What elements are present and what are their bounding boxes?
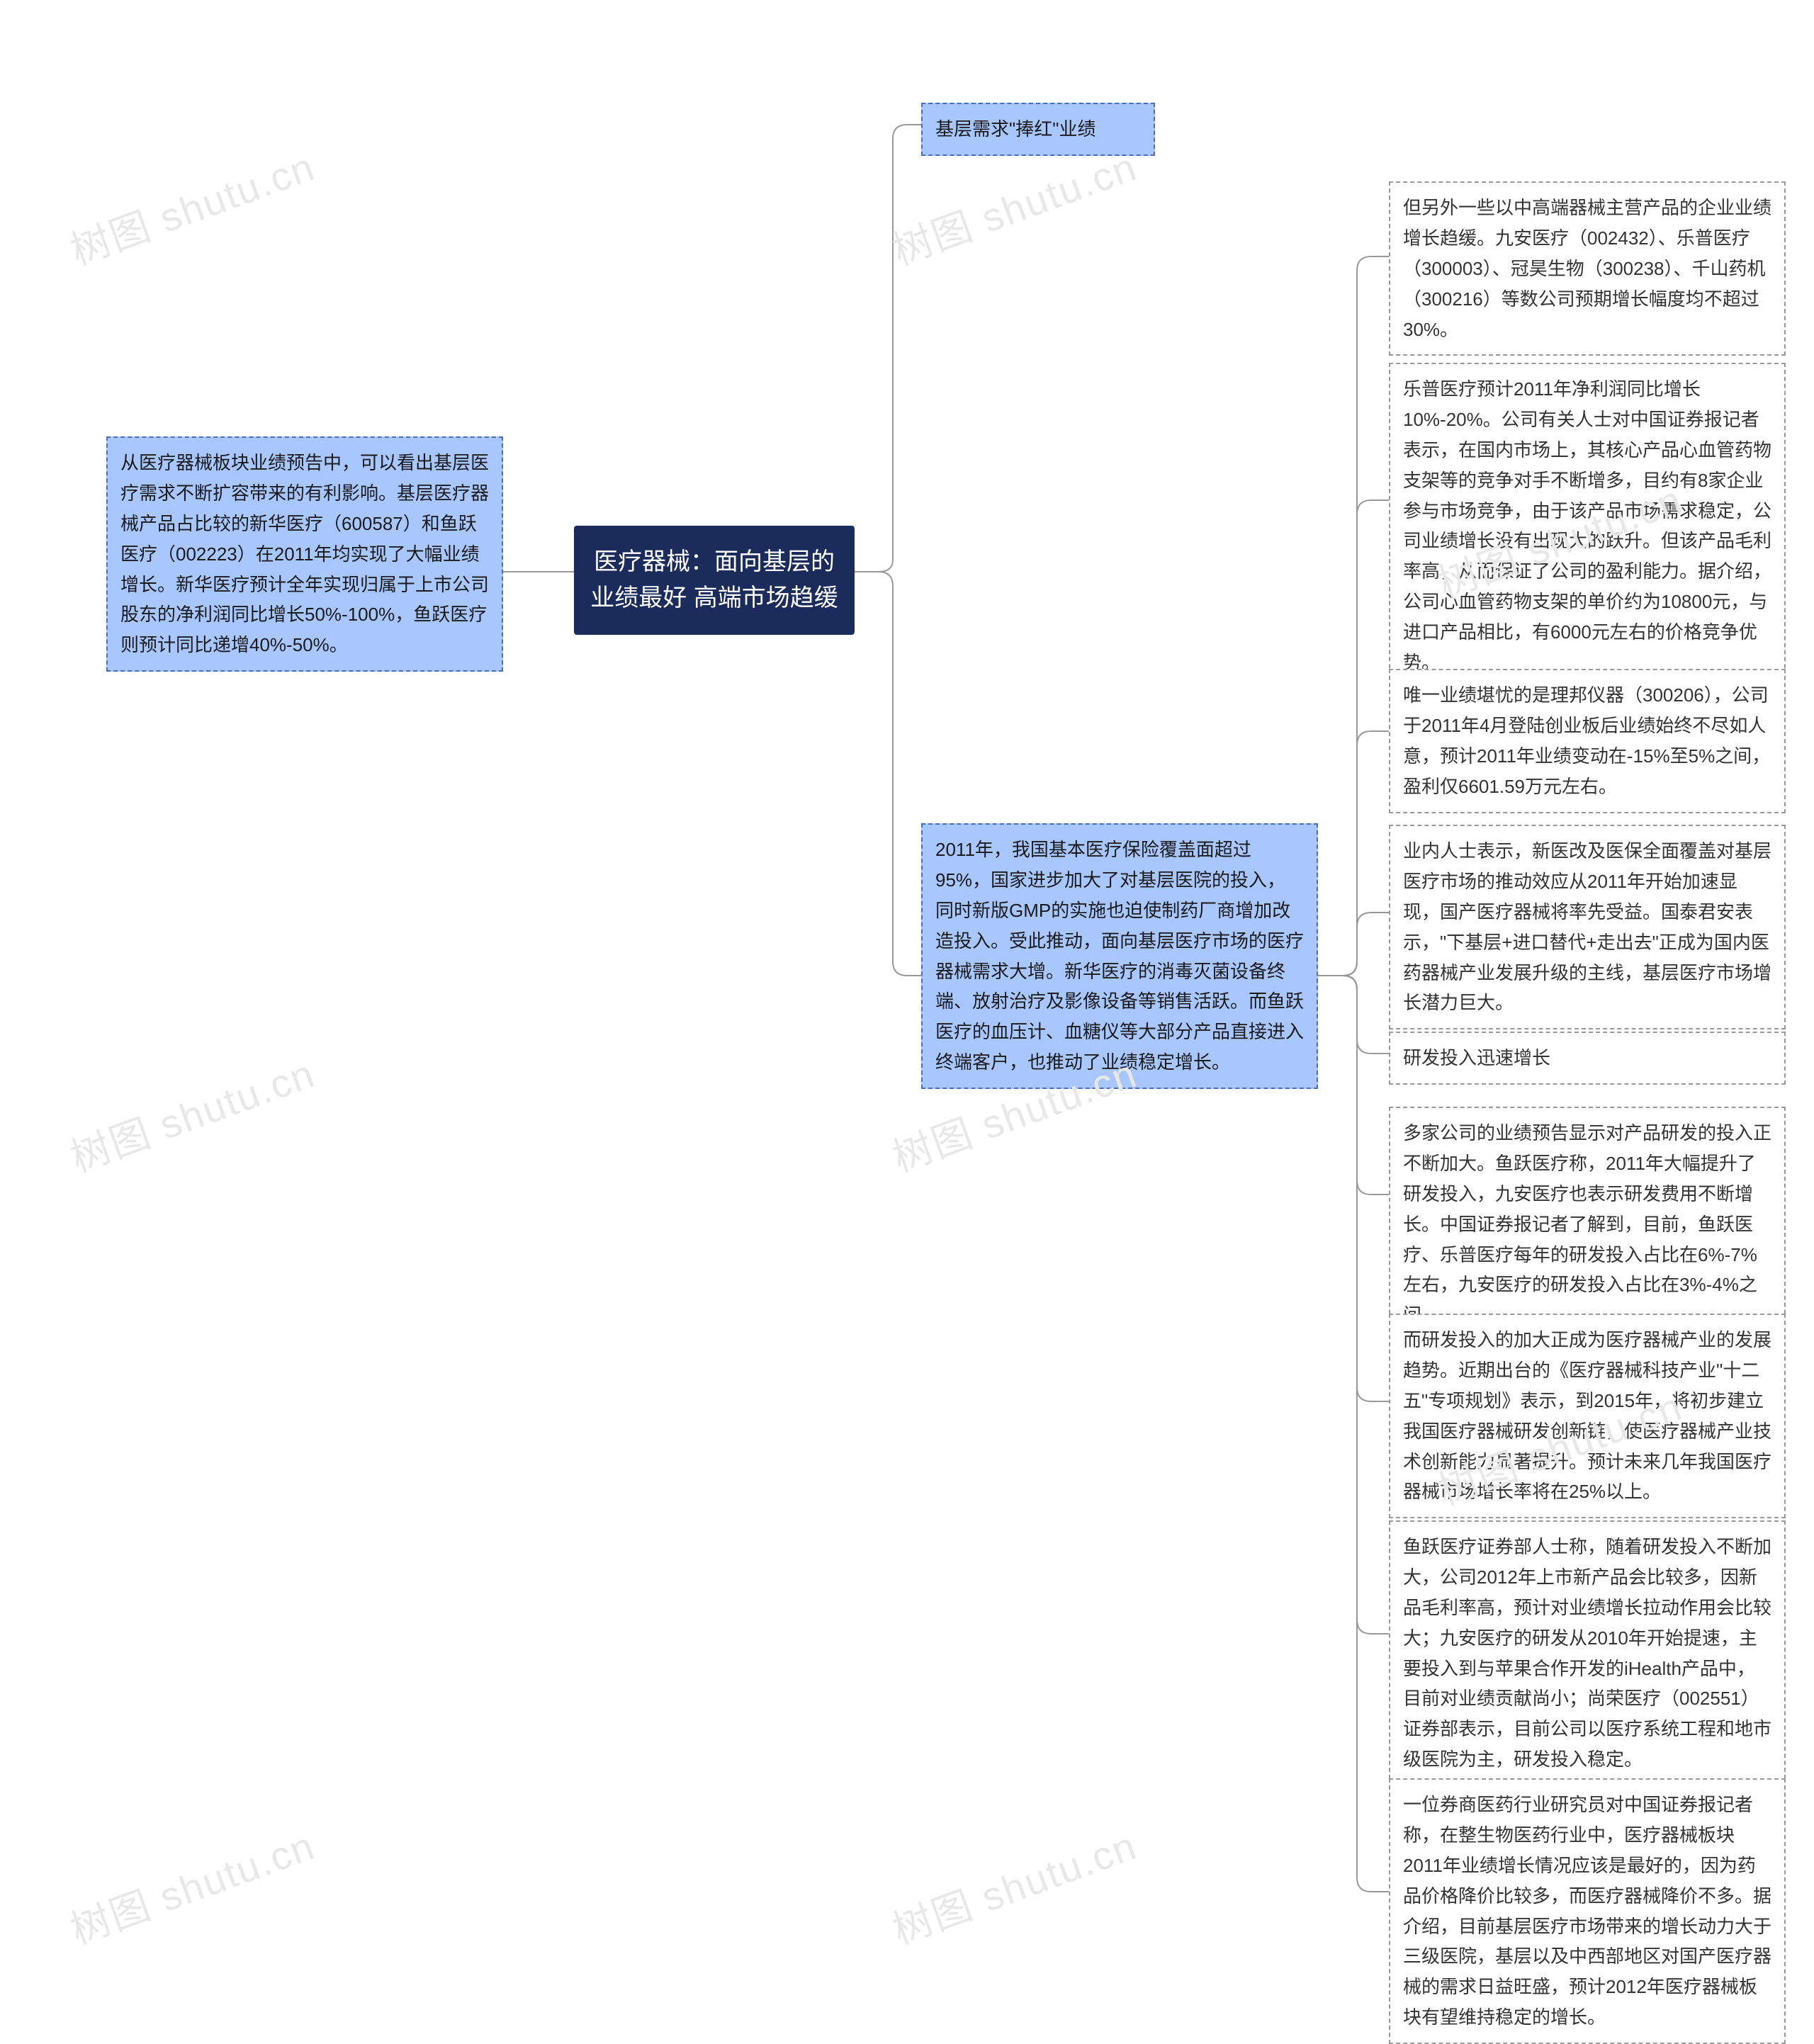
detail-node: 而研发投入的加大正成为医疗器械产业的发展趋势。近期出台的《医疗器械科技产业"十二…	[1389, 1314, 1786, 1518]
left-summary-node: 从医疗器械板块业绩预告中，可以看出基层医疗需求不断扩容带来的有利影响。基层医疗器…	[106, 436, 503, 672]
watermark: 树图 shutu.cn	[62, 1042, 322, 1184]
watermark: 树图 shutu.cn	[884, 1814, 1144, 1956]
detail-node: 一位券商医药行业研究员对中国证券报记者称，在整生物医药行业中，医疗器械板块201…	[1389, 1778, 1786, 2044]
detail-node: 业内人士表示，新医改及医保全面覆盖对基层医疗市场的推动效应从2011年开始加速显…	[1389, 825, 1786, 1029]
watermark: 树图 shutu.cn	[62, 1814, 322, 1956]
watermark: 树图 shutu.cn	[884, 135, 1144, 277]
branch-node-demand: 基层需求"捧红"业绩	[921, 103, 1155, 156]
detail-node: 鱼跃医疗证券部人士称，随着研发投入不断加大，公司2012年上市新产品会比较多，因…	[1389, 1520, 1786, 1786]
watermark: 树图 shutu.cn	[62, 135, 322, 277]
root-node: 医疗器械：面向基层的业绩最好 高端市场趋缓	[574, 526, 855, 635]
detail-node: 唯一业绩堪忧的是理邦仪器（300206），公司于2011年4月登陆创业板后业绩始…	[1389, 669, 1786, 813]
branch-node-2011: 2011年，我国基本医疗保险覆盖面超过95%，国家进步加大了对基层医院的投入，同…	[921, 823, 1318, 1089]
detail-node: 多家公司的业绩预告显示对产品研发的投入正不断加大。鱼跃医疗称，2011年大幅提升…	[1389, 1107, 1786, 1342]
detail-node: 但另外一些以中高端器械主营产品的企业业绩增长趋缓。九安医疗（002432）、乐普…	[1389, 181, 1786, 356]
detail-node: 研发投入迅速增长	[1389, 1032, 1786, 1085]
detail-node: 乐普医疗预计2011年净利润同比增长10%-20%。公司有关人士对中国证券报记者…	[1389, 363, 1786, 689]
